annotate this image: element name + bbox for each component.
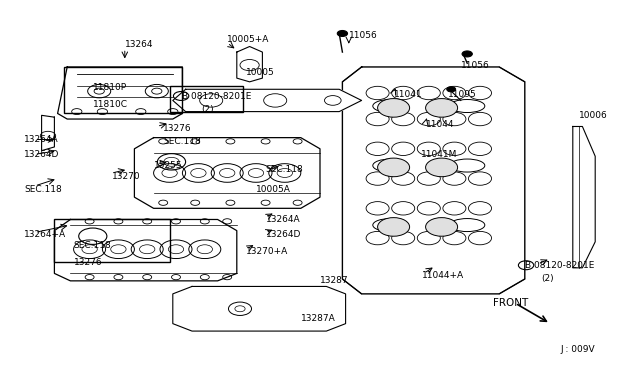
Text: 13264+A: 13264+A bbox=[24, 230, 67, 239]
Text: 11041: 11041 bbox=[394, 90, 422, 99]
Text: FRONT: FRONT bbox=[493, 298, 528, 308]
Polygon shape bbox=[573, 126, 595, 268]
Text: B 08120-8201E: B 08120-8201E bbox=[182, 92, 252, 101]
Text: 10005A: 10005A bbox=[256, 185, 291, 194]
Circle shape bbox=[378, 218, 410, 236]
Text: 13264A: 13264A bbox=[266, 215, 300, 224]
Polygon shape bbox=[42, 115, 54, 151]
Text: SEC.118: SEC.118 bbox=[74, 241, 111, 250]
Text: 13270+A: 13270+A bbox=[246, 247, 289, 256]
Text: 11095: 11095 bbox=[448, 90, 477, 99]
Circle shape bbox=[447, 87, 456, 92]
Text: 11044+A: 11044+A bbox=[422, 271, 465, 280]
Text: 10005+A: 10005+A bbox=[227, 35, 269, 44]
Text: 11810C: 11810C bbox=[93, 100, 128, 109]
Bar bbox=[170, 86, 243, 112]
Circle shape bbox=[426, 218, 458, 236]
Polygon shape bbox=[173, 286, 346, 331]
Text: B 08120-8201E: B 08120-8201E bbox=[525, 262, 594, 270]
Circle shape bbox=[426, 158, 458, 177]
Text: 13287: 13287 bbox=[320, 276, 349, 285]
Text: J : 009V: J : 009V bbox=[560, 345, 595, 354]
Text: 11044: 11044 bbox=[426, 120, 454, 129]
Polygon shape bbox=[173, 89, 362, 112]
Text: SEC.118: SEC.118 bbox=[266, 165, 303, 174]
Circle shape bbox=[426, 99, 458, 117]
Polygon shape bbox=[54, 219, 237, 281]
Text: 11810P: 11810P bbox=[93, 83, 127, 92]
Circle shape bbox=[337, 31, 348, 36]
Bar bbox=[64, 67, 182, 113]
Text: 13264A: 13264A bbox=[24, 135, 59, 144]
Polygon shape bbox=[342, 67, 525, 294]
Circle shape bbox=[378, 158, 410, 177]
Text: SEC.118: SEC.118 bbox=[163, 137, 201, 146]
Text: 15255: 15255 bbox=[154, 161, 182, 170]
Text: 11056: 11056 bbox=[349, 31, 378, 40]
Text: 11056: 11056 bbox=[461, 61, 490, 70]
Text: 11041M: 11041M bbox=[421, 150, 458, 159]
Text: 13264D: 13264D bbox=[24, 150, 60, 159]
Text: (2): (2) bbox=[541, 275, 554, 283]
Text: 13276: 13276 bbox=[163, 124, 192, 133]
Text: 13270: 13270 bbox=[112, 172, 141, 181]
Polygon shape bbox=[134, 138, 320, 208]
Text: 10006: 10006 bbox=[579, 111, 608, 120]
Text: 13276: 13276 bbox=[74, 258, 102, 267]
Circle shape bbox=[462, 51, 472, 57]
Polygon shape bbox=[237, 46, 262, 82]
Text: 13264D: 13264D bbox=[266, 230, 301, 239]
Text: SEC.118: SEC.118 bbox=[24, 185, 62, 194]
Polygon shape bbox=[58, 67, 182, 119]
Text: 13287A: 13287A bbox=[301, 314, 335, 323]
Text: (2): (2) bbox=[202, 105, 214, 114]
Bar bbox=[54, 219, 170, 262]
Text: 10005: 10005 bbox=[246, 68, 275, 77]
Circle shape bbox=[378, 99, 410, 117]
Text: 13264: 13264 bbox=[125, 40, 154, 49]
